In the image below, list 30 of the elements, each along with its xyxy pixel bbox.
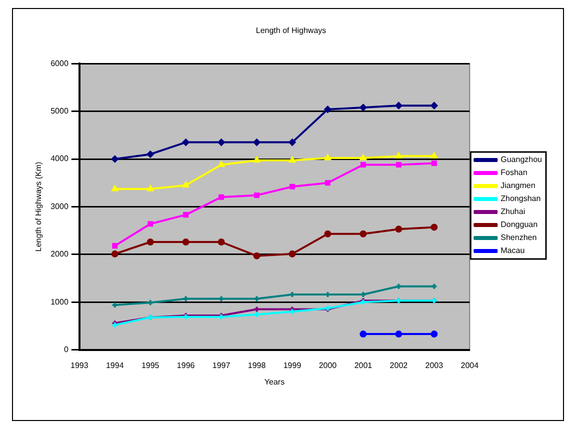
y-tick-label: 5000 bbox=[50, 106, 69, 116]
x-tick-label: 2001 bbox=[354, 360, 373, 370]
y-tick-label: 1000 bbox=[50, 297, 69, 306]
x-tick-label: 2000 bbox=[318, 360, 338, 370]
y-axis-title: Length of Highways (Km) bbox=[34, 161, 44, 252]
x-axis-title: Years bbox=[264, 377, 285, 386]
legend-label: Dongguan bbox=[500, 220, 538, 230]
x-tick-label: 1996 bbox=[176, 360, 196, 370]
legend-label: Zhongshan bbox=[500, 194, 541, 204]
legend-label: Shenzhen bbox=[500, 233, 537, 242]
x-tick-label: 2002 bbox=[390, 360, 408, 370]
x-tick-label: 1994 bbox=[106, 360, 124, 370]
x-tick-label: 1995 bbox=[141, 360, 160, 370]
y-tick-label: 6000 bbox=[50, 58, 69, 68]
legend-label: Guangzhou bbox=[500, 155, 542, 164]
y-tick-label: 3000 bbox=[50, 202, 69, 211]
y-tick-label: 0 bbox=[64, 345, 69, 354]
chart-title: Length of Highways bbox=[256, 26, 326, 36]
legend-label: Macau bbox=[500, 246, 525, 256]
legend-label: Jiangmen bbox=[500, 181, 536, 190]
x-tick-label: 2003 bbox=[425, 360, 444, 370]
y-tick-label: 4000 bbox=[50, 154, 69, 164]
x-tick-label: 1999 bbox=[283, 360, 302, 370]
x-tick-label: 1997 bbox=[212, 360, 231, 370]
x-tick-label: 1993 bbox=[70, 360, 89, 370]
y-tick-label: 2000 bbox=[50, 250, 69, 259]
x-tick-label: 2004 bbox=[460, 360, 480, 370]
legend-label: Zhuhai bbox=[500, 207, 526, 216]
x-tick-label: 1998 bbox=[248, 360, 266, 370]
legend-label: Foshan bbox=[500, 168, 528, 178]
